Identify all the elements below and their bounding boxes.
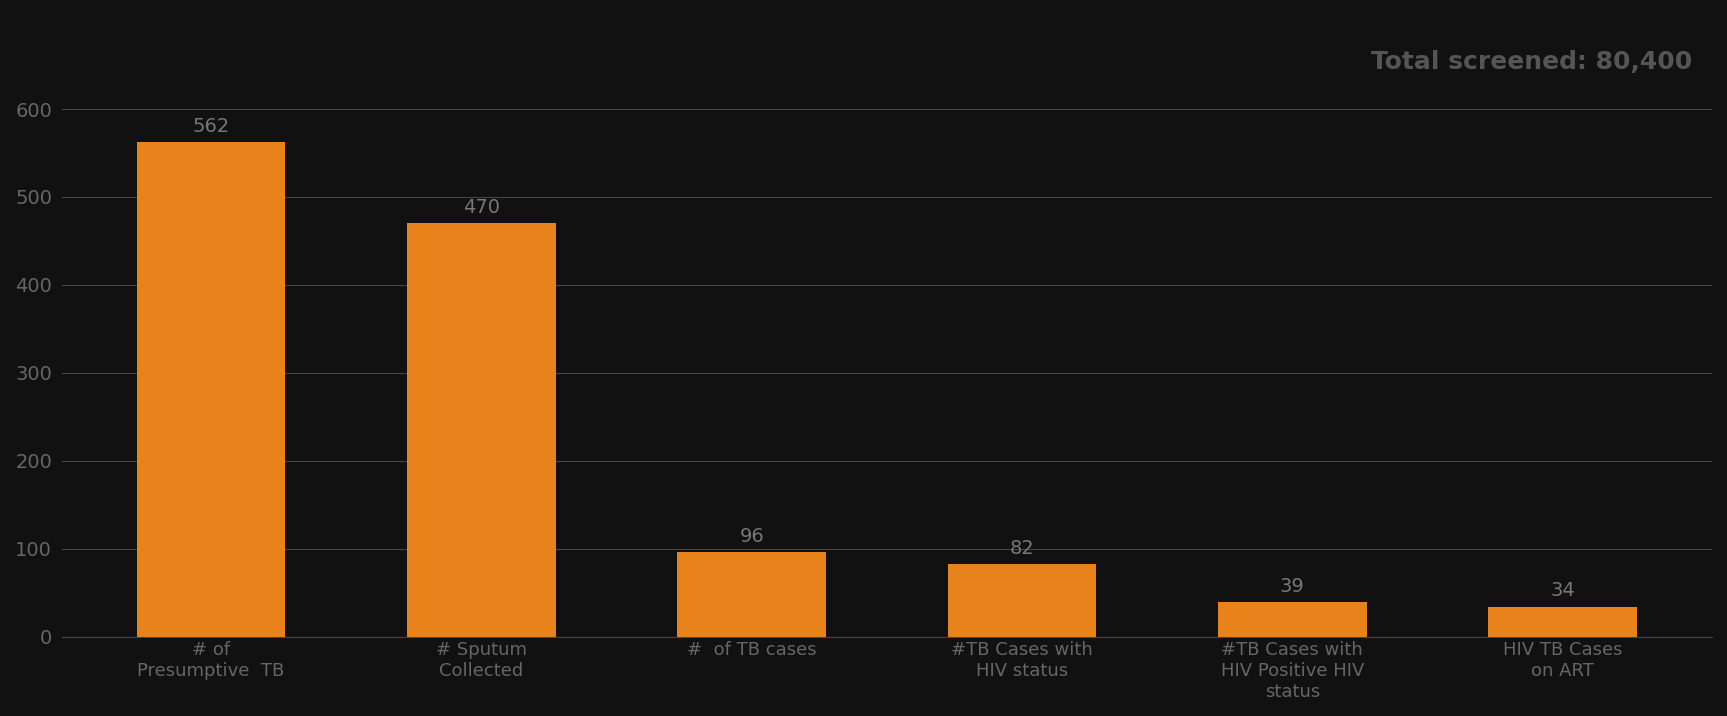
Text: 34: 34 (1551, 581, 1575, 601)
Text: 562: 562 (192, 117, 230, 136)
Text: Total screened: 80,400: Total screened: 80,400 (1371, 50, 1692, 74)
Bar (948, 564, 1097, 637)
Bar (677, 552, 826, 637)
Text: 96: 96 (739, 527, 763, 546)
Bar (1489, 606, 1637, 637)
Bar (136, 142, 285, 637)
Bar (1218, 602, 1366, 637)
Text: 470: 470 (463, 198, 499, 217)
Text: 39: 39 (1280, 577, 1304, 596)
Bar (408, 223, 556, 637)
Text: 82: 82 (1010, 539, 1034, 558)
